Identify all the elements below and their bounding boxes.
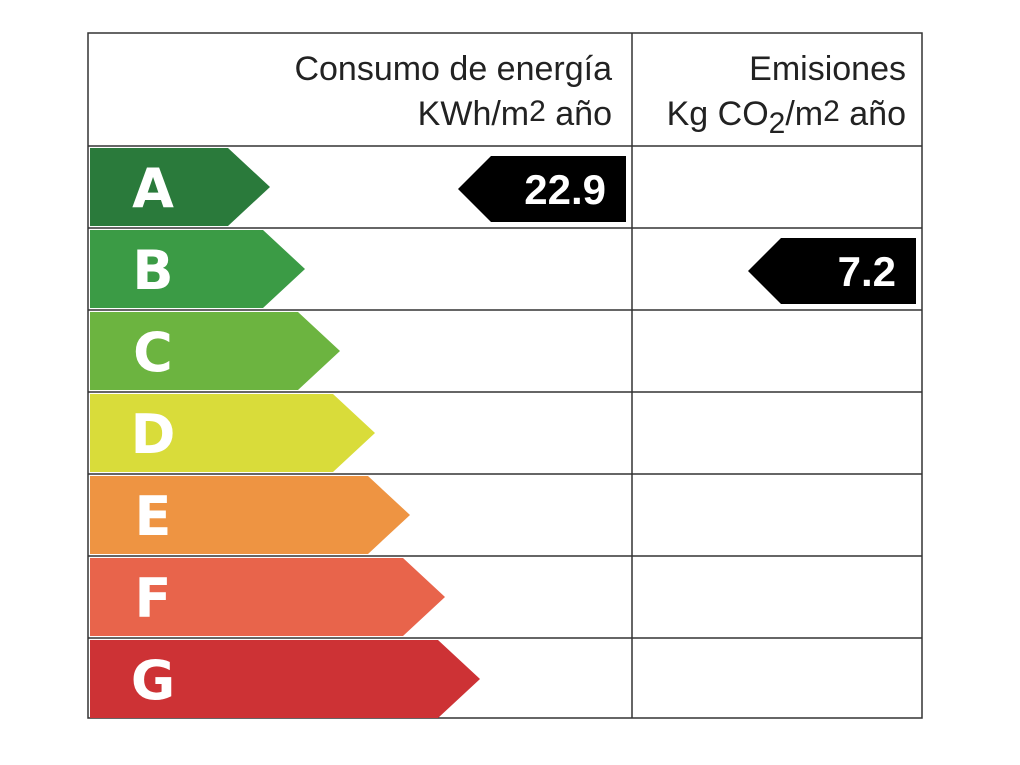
value-label: 7.2 bbox=[838, 248, 896, 295]
value-marker bbox=[458, 156, 626, 222]
unit-part: Kg CO bbox=[667, 95, 769, 133]
rating-letter: E bbox=[135, 485, 172, 548]
rating-letter: A bbox=[132, 157, 174, 220]
rating-letter: C bbox=[133, 321, 173, 384]
energy-title: Consumo de energía bbox=[294, 50, 612, 88]
unit-part: 2 bbox=[823, 95, 840, 128]
unit-part: año bbox=[840, 95, 906, 133]
unit-part: 2 bbox=[529, 95, 546, 128]
unit-part: /m bbox=[785, 95, 823, 133]
rating-arrow bbox=[90, 230, 305, 308]
value-marker bbox=[748, 238, 916, 304]
energy-unit: KWh/m2 año bbox=[418, 95, 612, 133]
rating-letter: G bbox=[131, 649, 175, 712]
unit-part: año bbox=[546, 95, 612, 133]
emissions-title: Emisiones bbox=[749, 50, 906, 88]
rating-arrow bbox=[90, 640, 480, 718]
unit-part: KWh/m bbox=[418, 95, 529, 133]
rating-letter: F bbox=[135, 567, 172, 630]
value-label: 22.9 bbox=[524, 166, 606, 213]
rating-arrow bbox=[90, 148, 270, 226]
rating-arrow bbox=[90, 312, 340, 390]
rating-arrow bbox=[90, 558, 445, 636]
rating-letter: B bbox=[132, 239, 173, 302]
unit-part: 2 bbox=[769, 107, 786, 140]
rating-arrow bbox=[90, 476, 410, 554]
rating-arrow bbox=[90, 394, 375, 472]
emissions-unit: Kg CO2/m2 año bbox=[667, 95, 906, 140]
rating-letter: D bbox=[131, 403, 176, 466]
table-border bbox=[87, 32, 923, 719]
